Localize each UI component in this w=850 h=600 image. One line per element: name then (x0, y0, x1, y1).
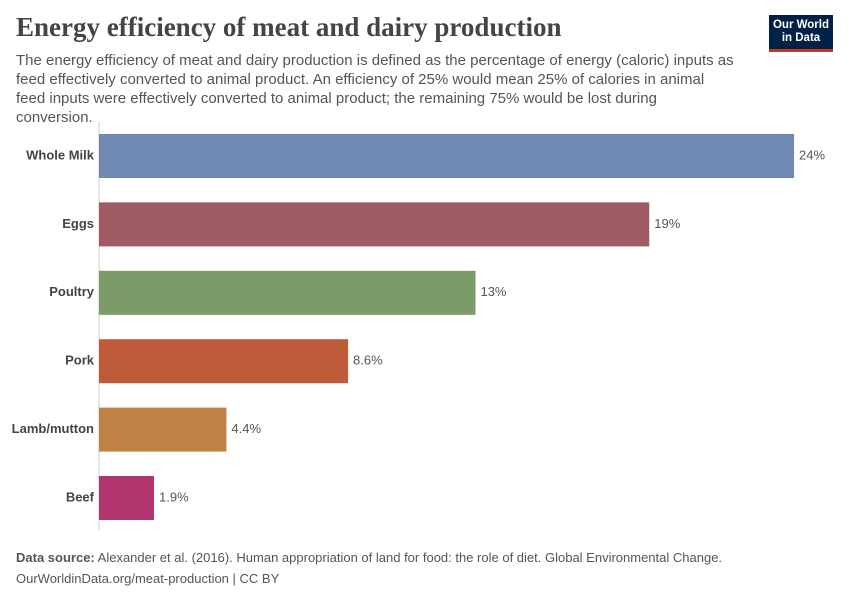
chart-subtitle: The energy efficiency of meat and dairy … (16, 52, 734, 126)
logo-line: Our World (772, 19, 829, 31)
category-label: Beef (66, 489, 95, 504)
bar (99, 476, 155, 520)
source-line: Data source: Alexander et al. (2016). Hu… (16, 547, 722, 568)
footer: Data source: Alexander et al. (2016). Hu… (16, 547, 722, 589)
logo[interactable]: Our World in Data (769, 15, 833, 52)
category-label: Whole Milk (26, 147, 95, 162)
category-label: Poultry (49, 284, 95, 299)
value-label: 13% (480, 284, 506, 299)
license: CC BY (239, 571, 280, 586)
source-label: Data source: (16, 550, 95, 565)
category-label: Eggs (62, 216, 94, 231)
value-label: 24% (799, 147, 825, 162)
bar (99, 407, 227, 452)
chart-title: Energy efficiency of meat and dairy prod… (16, 12, 562, 42)
bar (99, 202, 650, 247)
category-label: Lamb/mutton (12, 421, 94, 436)
value-label: 8.6% (353, 353, 383, 368)
source: Alexander et al. (2016). Human appropria… (97, 550, 723, 565)
value-label: 4.4% (231, 421, 261, 436)
bar (99, 134, 795, 178)
logo-line: in Data (781, 32, 821, 44)
bar (99, 270, 476, 315)
value-label: 19% (654, 216, 680, 231)
category-label: Pork (65, 353, 95, 368)
url[interactable]: OurWorldinData.org/meat-production (16, 571, 229, 586)
url-line: OurWorldinData.org/meat-production | CC … (16, 571, 280, 586)
value-label: 1.9% (159, 489, 189, 504)
bar (99, 339, 349, 384)
